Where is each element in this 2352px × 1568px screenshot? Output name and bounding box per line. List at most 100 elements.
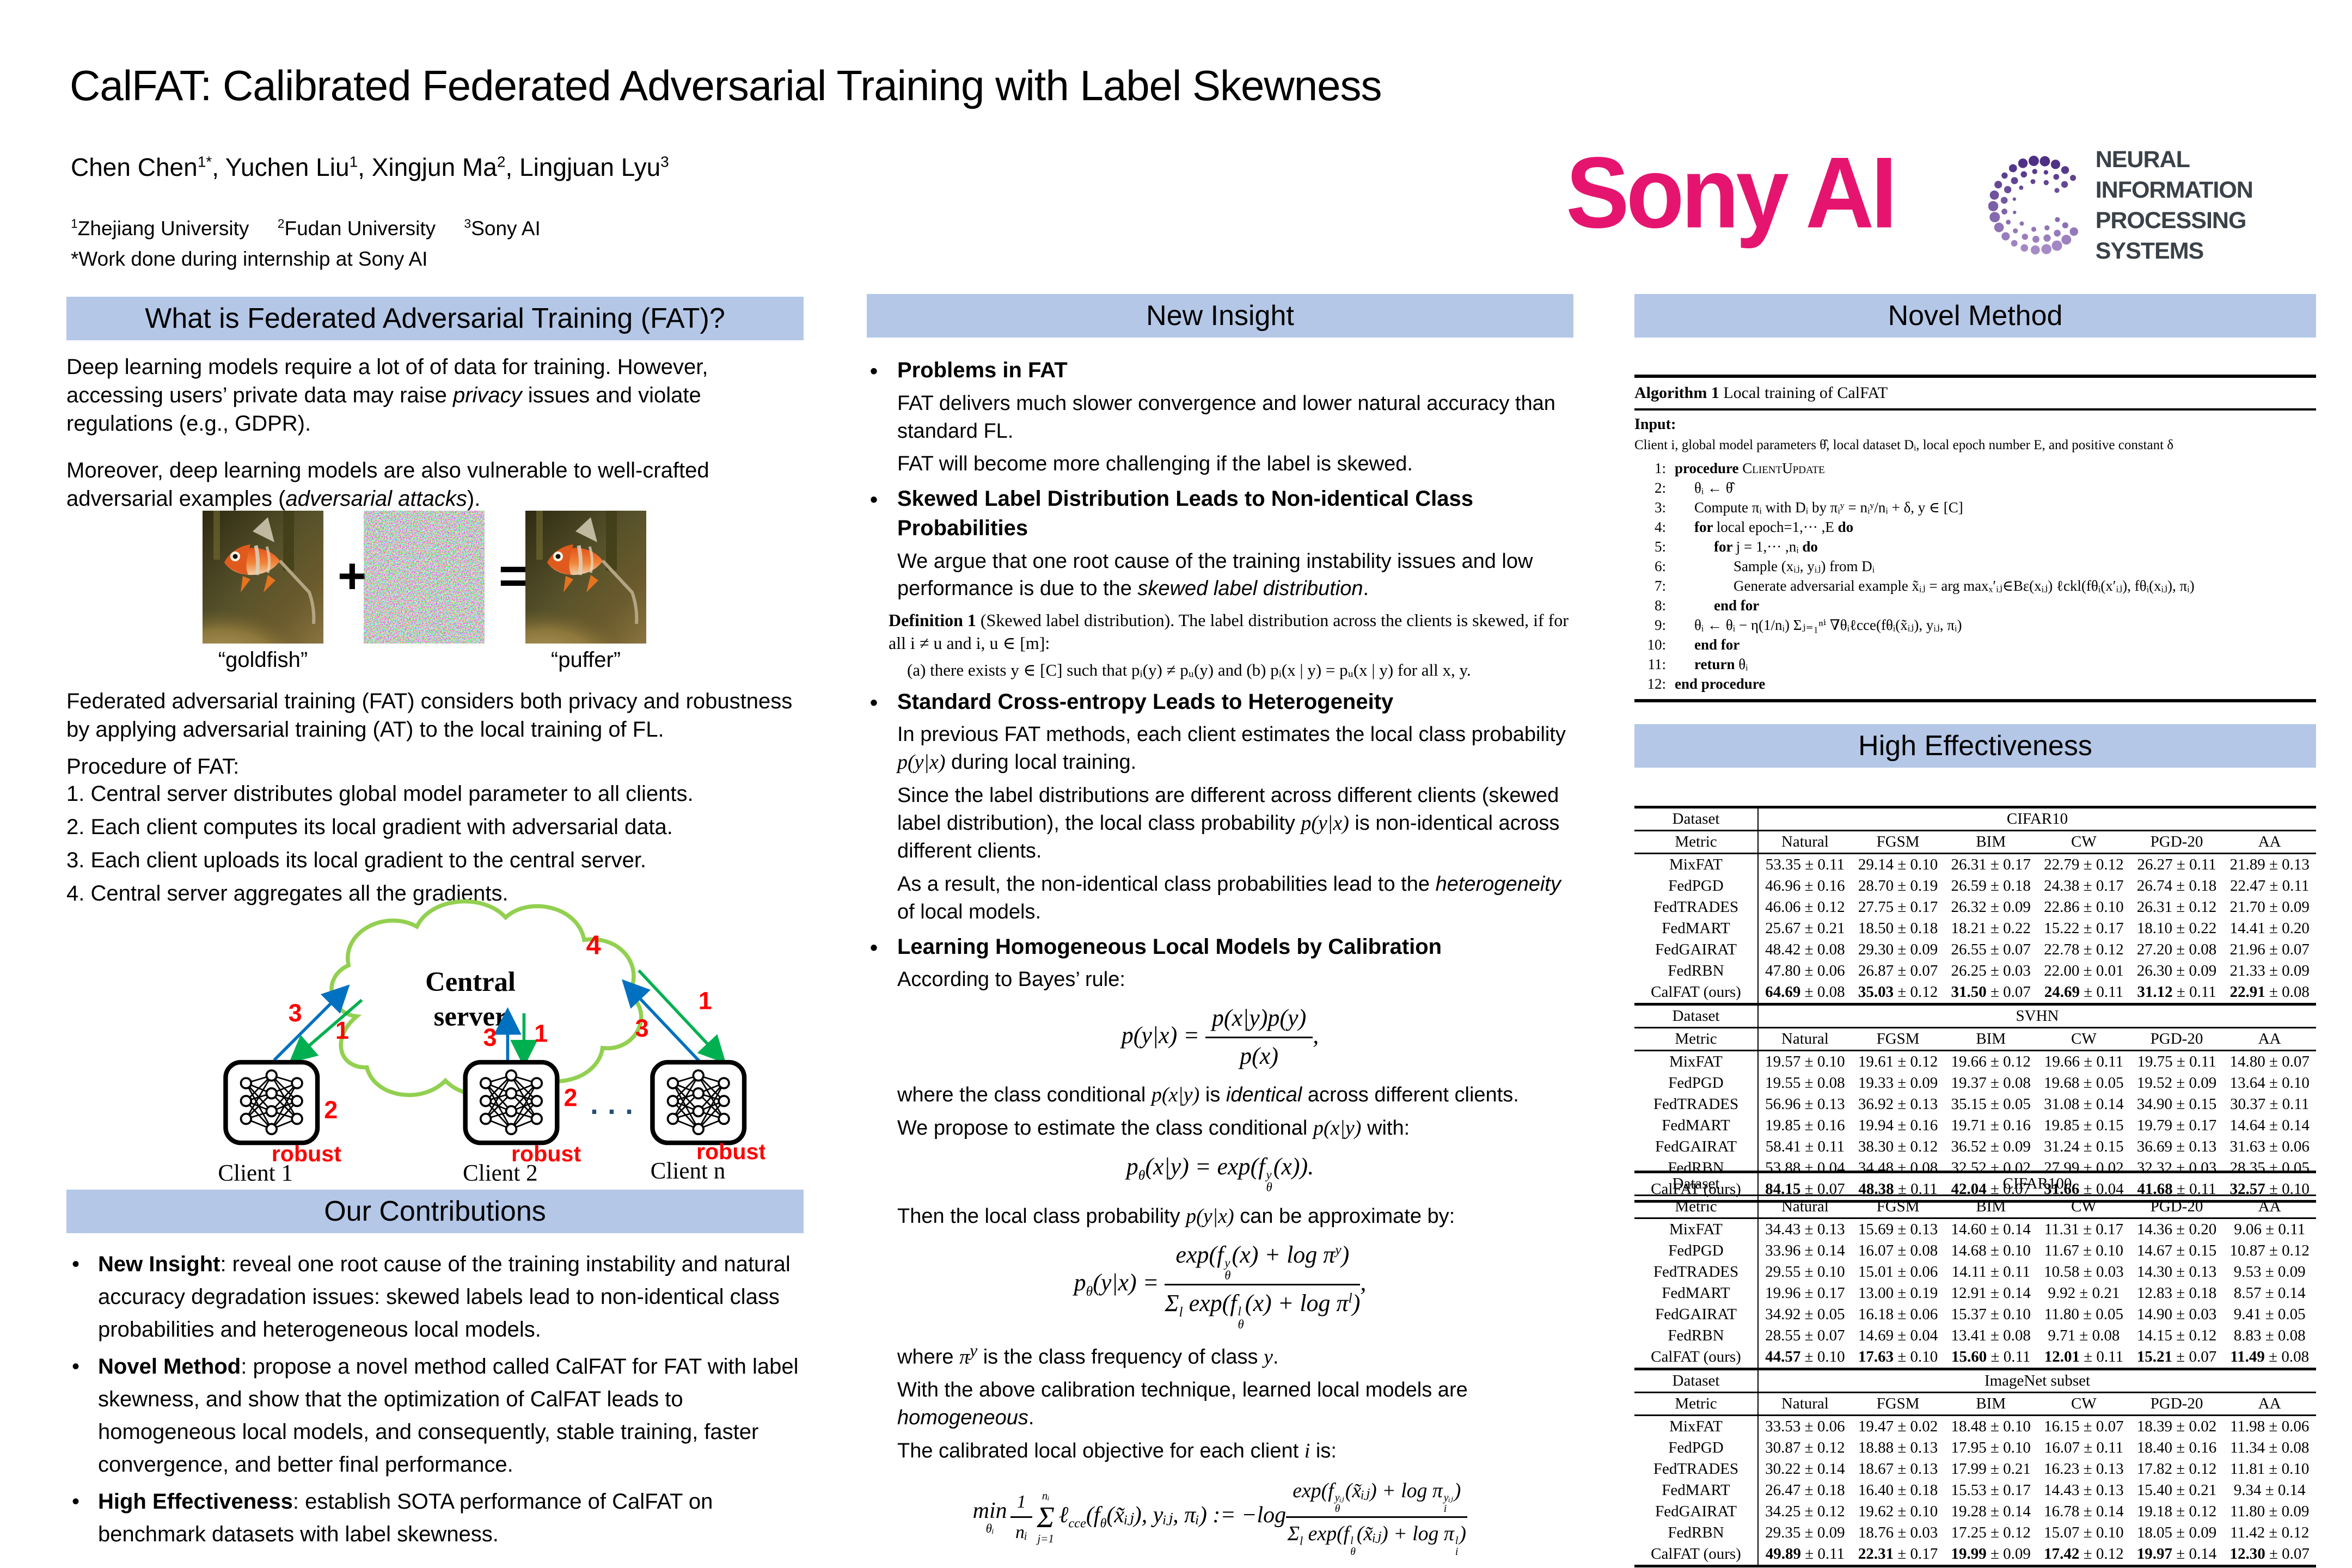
neurips-logo-dots	[1988, 155, 2078, 254]
problems-in-fat-title: Problems in FAT	[867, 356, 1573, 386]
author: , Xingjun Ma2	[358, 153, 506, 181]
algorithm-1: Algorithm 1 Local training of CalFAT Inp…	[1634, 375, 2316, 702]
definition-1-conditions: (a) there exists y ∈ [C] such that pᵢ(y)…	[907, 660, 1471, 679]
table-row: FedMART 19.96 ± 0.17 13.00 ± 0.19 12.91 ± 0…	[1634, 1283, 2316, 1304]
authors-line: Chen Chen1*, Yuchen Liu1, Xingjun Ma2, L…	[71, 152, 669, 182]
table-dataset-row: Dataset CIFAR10	[1634, 806, 2316, 831]
internship-note: *Work done during internship at Sony AI	[71, 248, 428, 270]
section-header-high-effectiveness: High Effectiveness	[1634, 724, 2316, 768]
step1-label-c1: 1	[335, 1016, 349, 1044]
approximate-text: Then the local class probability p(y|x) …	[897, 1204, 1455, 1228]
goldfish-caption: “goldfish”	[218, 648, 308, 672]
table-row: FedMART 25.67 ± 0.21 18.50 ± 0.18 18.21 ± 0…	[1634, 918, 2316, 939]
definition-1: Definition 1 (Skewed label distribution)…	[867, 609, 1573, 681]
table-row: FedGAIRAT 48.42 ± 0.08 29.30 ± 0.09 26.55 ±…	[1634, 939, 2316, 960]
table-row: FedPGD 19.55 ± 0.08 19.33 ± 0.09 19.37 ± 0.…	[1634, 1073, 2316, 1094]
table-row: FedRBN 47.80 ± 0.06 26.87 ± 0.07 26.25 ± 0.…	[1634, 960, 2316, 982]
robust-label-c2: robust	[511, 1141, 581, 1166]
table-row: FedTRADES 29.55 ± 0.10 15.01 ± 0.06 14.11 ±…	[1634, 1261, 2316, 1283]
table-row: FedTRADES 56.96 ± 0.13 36.92 ± 0.13 35.15 ±…	[1634, 1094, 2316, 1115]
client2-label: Client 2	[463, 1160, 538, 1184]
procedure-step: 4. Central server aggregates all the gra…	[66, 881, 509, 905]
table-row: FedPGD 33.96 ± 0.14 16.07 ± 0.08 14.68 ± 0.…	[1634, 1240, 2316, 1261]
skewed-label-text: We argue that one root cause of the trai…	[897, 549, 1533, 601]
robust-label-cn: robust	[696, 1139, 765, 1164]
intro-paragraph-privacy: Deep learning models require a lot of of…	[66, 355, 708, 436]
ellipsis-clients: · · ·	[590, 1097, 635, 1128]
section-header-contributions: Our Contributions	[66, 1190, 804, 1233]
table-row: FedTRADES 46.06 ± 0.12 27.75 ± 0.17 26.32 ±…	[1634, 897, 2316, 918]
step3-label-c1: 3	[289, 999, 302, 1027]
table-row: CalFAT (ours) 64.69 ± 0.08 35.03 ± 0.12 31.…	[1634, 982, 2316, 1006]
page-title: CalFAT: Calibrated Federated Adversarial…	[70, 62, 1382, 109]
neurips-logo-mark	[1988, 155, 2078, 254]
affiliation: 2Fudan University	[277, 217, 436, 240]
affiliation: 3Sony AI	[464, 217, 541, 240]
step2-label-c1: 2	[324, 1096, 338, 1124]
table-row: FedGAIRAT 34.92 ± 0.05 16.18 ± 0.06 15.37 ±…	[1634, 1304, 2316, 1325]
algorithm-input-label: Input:	[1634, 415, 1676, 433]
contribution-item: High Effectiveness: establish SOTA perfo…	[66, 1485, 804, 1551]
author: , Yuchen Liu1	[212, 153, 358, 181]
algorithm-line: 2: θᵢ ← θ̂	[1654, 479, 1733, 496]
algorithm-line: 12: end procedure	[1647, 675, 1766, 692]
table-metric-row: Metric Natural FGSM BIM CW PGD-20 AA	[1634, 830, 2316, 854]
adversarial-noise-image	[364, 511, 485, 644]
table-row: FedRBN 29.35 ± 0.09 18.76 ± 0.03 17.25 ± 0.…	[1634, 1522, 2316, 1543]
cross-entropy-title: Standard Cross-entropy Leads to Heteroge…	[867, 688, 1573, 718]
step3-label-c2: 3	[483, 1024, 497, 1051]
algorithm-line: 1: procedure ClientUpdate	[1654, 460, 1825, 476]
puffer-image	[525, 511, 646, 644]
procedure-title: Procedure of FAT:	[66, 755, 240, 779]
algorithm-line: 6: Sample (xᵢⱼ, yᵢⱼ) from Dᵢ	[1654, 558, 1875, 574]
federated-learning-diagram: Central server 4 3 1 3 1 3 1 2 2 · · · r…	[218, 899, 765, 1184]
algorithm-line: 4: for local epoch=1,··· ,E do	[1654, 518, 1854, 535]
class-conditional-formula: pθ(x|y) = exp(f y θ (x)).	[1126, 1153, 1314, 1195]
algorithm-line: 11: return θᵢ	[1647, 656, 1748, 672]
clientn-label: Client n	[651, 1159, 726, 1184]
objective-intro-text: The calibrated local objective for each …	[897, 1440, 1337, 1463]
step1-label-cn: 1	[699, 987, 712, 1015]
step3-label-cn: 3	[635, 1014, 649, 1042]
calibrated-probability-formula: pθ(y|x) = exp(f y θ (x) + log πy) Σl exp(f l θ…	[867, 1239, 1573, 1331]
table-dataset-row: Dataset CIFAR100	[1634, 1171, 2316, 1196]
bayes-rule-formula: p(y|x) = p(x|y)p(y) p(x),	[867, 1002, 1573, 1073]
sony-ai-logo: Sony AI	[1566, 137, 1897, 249]
skewed-label-title: Skewed Label Distribution Leads to Non-i…	[867, 485, 1573, 543]
section-header-novel-method: Novel Method	[1634, 294, 2316, 338]
table-row: CalFAT (ours) 44.57 ± 0.10 17.63 ± 0.10 15.…	[1634, 1346, 2316, 1370]
puffer-caption: “puffer”	[550, 648, 621, 672]
results-table-cifar10-svhn: Dataset CIFAR10 Metric Natural FGSM BIM CW PGD-…	[1634, 806, 2316, 1203]
plus-operator: +	[338, 548, 367, 604]
algorithm-line: 9: θᵢ ← θᵢ − η(1/nᵢ) Σⱼ₌₁ⁿⁱ ∇θᵢℓcce(fθᵢ(x…	[1654, 616, 1962, 633]
procedure-steps: 1. Central server distributes global mod…	[66, 780, 804, 912]
contribution-item: Novel Method: propose a novel method cal…	[66, 1350, 804, 1481]
step2-label-c2: 2	[564, 1084, 577, 1112]
table-row: FedPGD 30.87 ± 0.12 18.88 ± 0.13 17.95 ± 0.…	[1634, 1437, 2316, 1459]
algorithm-line: 8: end for	[1654, 597, 1760, 614]
neurips-logo-text: NEURAL INFORMATION PROCESSING SYSTEMS	[2095, 146, 2253, 264]
table-row: MixFAT 34.43 ± 0.13 15.69 ± 0.13 14.60 ± 0.…	[1634, 1218, 2316, 1240]
algorithm-lines: 1: procedure ClientUpdate 2: θᵢ ← θ̂ 3: Compu…	[1634, 458, 2316, 694]
table-metric-row: Metric Natural FGSM BIM CW PGD-20 AA	[1634, 1392, 2316, 1416]
identical-conditional-text: where the class conditional p(x|y) is id…	[897, 1083, 1519, 1107]
affiliation: 1Zhejiang University	[71, 217, 249, 240]
goldfish-image	[203, 511, 323, 644]
cross-entropy-line-3: As a result, the non-identical class pro…	[897, 872, 1561, 923]
intro-paragraph-adversarial: Moreover, deep learning models are also …	[66, 458, 709, 511]
table-row: FedGAIRAT 58.41 ± 0.11 38.30 ± 0.12 36.52 ±…	[1634, 1136, 2316, 1157]
results-table-cifar100-imagenet: Dataset CIFAR100 Metric Natural FGSM BIM CW PGD…	[1634, 1171, 2316, 1567]
section-header-new-insight: New Insight	[867, 294, 1573, 338]
calibration-title: Learning Homogeneous Local Models by Cal…	[867, 933, 1573, 963]
affiliations: 1Zhejiang University 2Fudan University 3…	[71, 217, 564, 240]
table-dataset-row: Dataset ImageNet subset	[1634, 1368, 2316, 1393]
author: Chen Chen1*	[71, 153, 212, 181]
estimate-conditional-text: We propose to estimate the class conditi…	[897, 1117, 1410, 1140]
fat-definition-paragraph: Federated adversarial training (FAT) con…	[66, 689, 793, 742]
algorithm-line: 7: Generate adversarial example x̃ᵢⱼ = ar…	[1654, 577, 2195, 594]
algorithm-title: Algorithm 1 Local training of CalFAT	[1634, 378, 2316, 411]
algorithm-line: 3: Compute πᵢ with Dᵢ by πᵢʸ = nᵢʸ/nᵢ + δ…	[1654, 499, 1963, 516]
equals-operator: =	[499, 548, 528, 604]
